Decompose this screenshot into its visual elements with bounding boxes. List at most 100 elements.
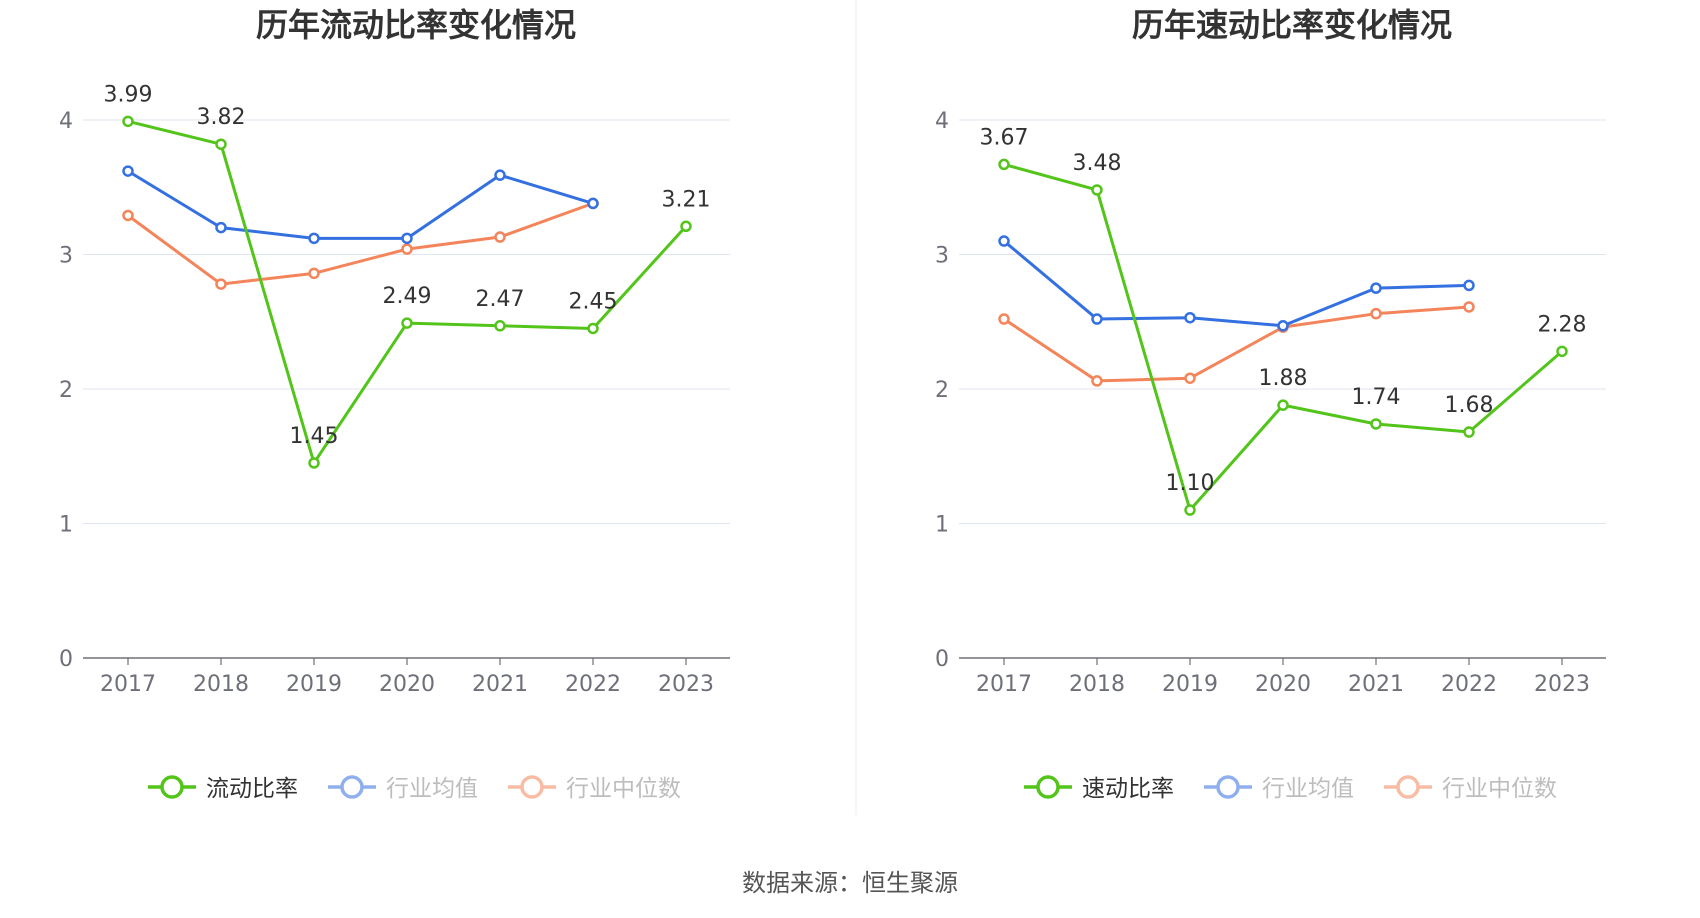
series-line-2	[1003, 305, 1470, 383]
data-label: 2.47	[476, 287, 525, 312]
legend-label: 速动比率	[1082, 776, 1174, 802]
data-label: 1.68	[1445, 393, 1494, 418]
legend-label: 流动比率	[206, 776, 298, 802]
data-point[interactable]	[1277, 399, 1289, 411]
y-tick-label: 1	[59, 513, 73, 538]
data-label: 2.45	[569, 289, 618, 314]
data-point[interactable]	[215, 138, 227, 150]
data-point[interactable]	[215, 221, 227, 234]
data-point[interactable]	[401, 243, 413, 255]
data-label: 1.10	[1166, 471, 1215, 496]
chart-title: 历年流动比率变化情况	[256, 6, 576, 44]
data-point[interactable]	[494, 169, 506, 181]
series-line-0	[1003, 162, 1563, 512]
data-point[interactable]	[401, 232, 413, 245]
data-point[interactable]	[1463, 301, 1475, 313]
x-tick-label: 2019	[286, 672, 342, 697]
data-point[interactable]	[998, 158, 1010, 171]
data-point[interactable]	[308, 267, 320, 280]
legend-item-0[interactable]: 流动比率	[148, 775, 298, 802]
y-tick-label: 0	[59, 647, 73, 672]
y-tick-label: 2	[935, 378, 949, 403]
y-tick-label: 3	[59, 244, 73, 269]
x-tick-label: 2023	[658, 672, 714, 697]
data-point[interactable]	[122, 165, 134, 177]
data-point[interactable]	[1091, 375, 1103, 387]
data-label: 3.82	[197, 105, 246, 130]
data-label: 1.88	[1259, 366, 1308, 391]
data-point[interactable]	[308, 457, 320, 469]
x-tick-label: 2020	[379, 672, 435, 697]
data-point[interactable]	[680, 220, 692, 233]
legend-marker-icon	[160, 775, 184, 799]
data-point[interactable]	[1370, 418, 1382, 430]
series-line-1	[127, 169, 594, 240]
x-tick-label: 2019	[1162, 672, 1218, 697]
x-tick-label: 2022	[565, 672, 621, 697]
data-point[interactable]	[998, 235, 1010, 247]
data-point[interactable]	[1463, 426, 1475, 438]
legend-marker-icon	[520, 775, 544, 799]
series-line-2	[127, 201, 594, 286]
data-label: 3.48	[1073, 151, 1122, 176]
legend-marker-icon	[1216, 775, 1240, 799]
data-point[interactable]	[1370, 307, 1382, 320]
x-tick-label: 2022	[1441, 672, 1497, 697]
data-label: 2.28	[1538, 312, 1587, 337]
data-label: 3.67	[980, 125, 1029, 150]
y-tick-label: 4	[935, 109, 949, 134]
data-point[interactable]	[1091, 313, 1103, 325]
legend-marker-icon	[1396, 775, 1420, 799]
legend-item-1[interactable]: 行业均值	[1204, 775, 1354, 802]
x-tick-label: 2017	[976, 672, 1032, 697]
data-point[interactable]	[1370, 282, 1382, 294]
data-point[interactable]	[587, 197, 599, 210]
x-tick-label: 2018	[1069, 672, 1125, 697]
data-point[interactable]	[1184, 504, 1196, 516]
y-tick-label: 0	[935, 647, 949, 672]
chart-title: 历年速动比率变化情况	[1132, 6, 1452, 44]
data-point[interactable]	[1091, 184, 1103, 196]
x-tick-label: 2017	[100, 672, 156, 697]
x-tick-label: 2021	[1348, 672, 1404, 697]
data-point[interactable]	[494, 320, 506, 332]
data-point[interactable]	[1184, 311, 1196, 324]
y-tick-label: 3	[935, 244, 949, 269]
data-point[interactable]	[494, 231, 506, 243]
data-point[interactable]	[215, 278, 227, 290]
legend-item-2[interactable]: 行业中位数	[1384, 775, 1557, 802]
quick-ratio-chart: 历年速动比率变化情况 0 1 2 3 4 2017 2018 2019 2020 2021 2022…	[935, 6, 1606, 802]
data-point[interactable]	[1463, 279, 1475, 292]
legend-label: 行业中位数	[1442, 776, 1557, 802]
legend-label: 行业中位数	[566, 776, 681, 802]
data-source: 数据来源：恒生聚源	[742, 869, 958, 897]
x-tick-label: 2020	[1255, 672, 1311, 697]
x-tick-label: 2021	[472, 672, 528, 697]
y-tick-label: 1	[935, 513, 949, 538]
data-point[interactable]	[401, 317, 413, 329]
legend-label: 行业均值	[386, 776, 478, 802]
x-tick-label: 2023	[1534, 672, 1590, 697]
data-point[interactable]	[1184, 372, 1196, 384]
data-label: 1.74	[1352, 385, 1401, 410]
data-point[interactable]	[998, 313, 1010, 325]
data-point[interactable]	[1556, 345, 1568, 358]
data-label: 3.21	[662, 187, 711, 212]
data-point[interactable]	[1277, 320, 1289, 332]
data-point[interactable]	[308, 232, 320, 245]
data-label: 1.45	[290, 424, 339, 449]
series-line-1	[1003, 239, 1470, 328]
legend-item-0[interactable]: 速动比率	[1024, 775, 1174, 802]
data-label: 2.49	[383, 284, 432, 309]
current-ratio-chart: 历年流动比率变化情况 0 1 2 3 4 2017 2018 2019 2020 2021 2022…	[59, 6, 730, 802]
data-label: 3.99	[104, 82, 153, 107]
y-tick-label: 4	[59, 109, 73, 134]
data-point[interactable]	[587, 322, 599, 335]
legend-item-2[interactable]: 行业中位数	[508, 775, 681, 802]
legend-marker-icon	[1036, 775, 1060, 799]
legend-label: 行业均值	[1262, 776, 1354, 802]
data-point[interactable]	[122, 209, 134, 222]
legend-item-1[interactable]: 行业均值	[328, 775, 478, 802]
data-point[interactable]	[122, 115, 134, 128]
